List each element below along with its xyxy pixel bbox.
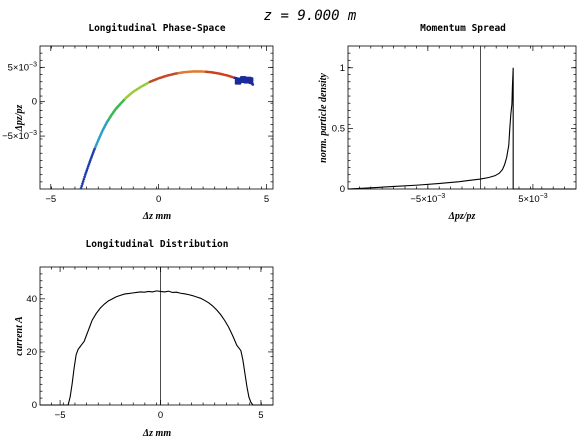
phase-point <box>86 165 90 168</box>
phase-point <box>89 158 92 162</box>
y-tick-label: 0 <box>32 400 37 411</box>
phase-space-frame <box>39 45 274 190</box>
y-tick-label: 1 <box>340 63 345 74</box>
phase-point <box>86 167 89 170</box>
phase-point <box>83 175 86 179</box>
phase-space-ticks: −5 0 5 5×10−3 0 −5×10−3 <box>2 46 273 205</box>
phase-point <box>239 77 244 81</box>
x-tick-label: 5 <box>264 194 269 205</box>
y-tick-label: 0 <box>32 97 37 108</box>
phase-point <box>91 151 95 154</box>
phase-point <box>250 80 254 85</box>
phase-point <box>81 182 84 186</box>
y-tick-label: 0 <box>340 184 345 195</box>
phase-point <box>234 77 238 81</box>
phase-space-xlabel: Δz mm <box>142 211 171 222</box>
distribution-frame <box>39 266 274 406</box>
y-tick-label: 0.5 <box>332 123 345 134</box>
phase-point <box>80 184 84 188</box>
phase-point <box>89 156 93 160</box>
phase-point <box>243 76 247 80</box>
momentum-density-curve <box>347 67 576 190</box>
longitudinal-distribution-panel: Longitudinal Distribution −5 0 5 0 20 40 Δz m… <box>14 239 274 439</box>
y-tick-label: 20 <box>26 347 37 358</box>
phase-space-title: Longitudinal Phase-Space <box>88 23 226 34</box>
phase-space-panel: Longitudinal Phase-Space −5 0 5 5×10−3 0 −5×1… <box>2 23 274 222</box>
x-tick-label: −5 <box>55 410 66 421</box>
phase-point <box>84 173 87 176</box>
x-tick-label: −5 <box>45 194 56 205</box>
phase-point <box>81 180 85 183</box>
x-tick-label: 5×10−3 <box>518 193 547 205</box>
phase-point <box>236 79 240 83</box>
phase-point <box>238 81 242 85</box>
phase-point <box>88 160 91 164</box>
phase-point <box>82 177 86 181</box>
phase-point <box>250 78 254 82</box>
y-tick-label: −5×10−3 <box>2 130 37 142</box>
momentum-spread-ticks: −5×10−3 5×10−3 0 0.5 1 <box>332 46 576 205</box>
distribution-title: Longitudinal Distribution <box>86 239 229 250</box>
x-tick-label: −5×10−3 <box>410 193 445 205</box>
momentum-spread-frame <box>347 45 577 190</box>
y-tick-label: 40 <box>26 294 37 305</box>
momentum-spread-panel: Momentum Spread −5×10−3 5×10−3 0 0.5 1 Δpz/p… <box>318 23 577 222</box>
figure-title: z = 9.000 m <box>264 8 357 24</box>
phase-point <box>85 169 89 172</box>
x-tick-label: 0 <box>156 194 161 205</box>
momentum-spread-xlabel: Δpz/pz <box>448 211 476 222</box>
phase-point <box>91 153 94 156</box>
phase-space-points <box>79 70 255 190</box>
phase-point <box>241 79 245 84</box>
momentum-spread-title: Momentum Spread <box>420 23 506 34</box>
x-tick-label: 0 <box>158 410 163 421</box>
distribution-ylabel: current A <box>14 316 25 356</box>
phase-point <box>248 76 252 80</box>
current-profile-curve <box>40 290 273 406</box>
momentum-spread-ylabel: norm. particle density <box>318 73 329 163</box>
phase-point <box>84 171 88 174</box>
distribution-ticks: −5 0 5 0 20 40 <box>26 267 273 421</box>
phase-point <box>245 78 249 82</box>
phase-point <box>246 80 251 84</box>
distribution-xlabel: Δz mm <box>142 428 171 439</box>
phase-point <box>79 187 83 190</box>
x-tick-label: 5 <box>258 410 263 421</box>
phase-space-ylabel: Δpz/pz <box>14 104 25 132</box>
y-tick-label: 5×10−3 <box>8 61 37 73</box>
phase-point <box>87 162 91 166</box>
